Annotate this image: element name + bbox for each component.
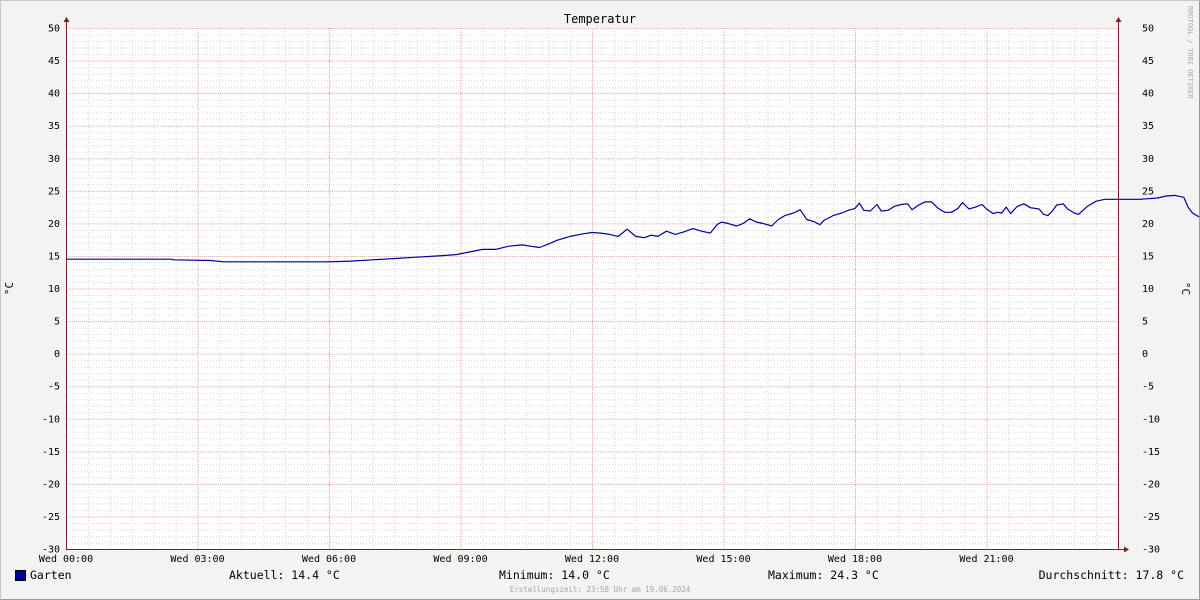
y-tick-label-right: -20 (1142, 479, 1160, 490)
y-tick-label-right: -25 (1142, 512, 1160, 523)
y-tick-label-right: 0 (1142, 349, 1148, 360)
y-tick-label-right: 5 (1142, 317, 1148, 328)
x-tick-label: Wed 00:00 (39, 554, 93, 565)
bottom-axis-arrow (1124, 546, 1129, 553)
y-tick-label-right: -10 (1142, 414, 1160, 425)
x-tick-label: Wed 06:00 (302, 554, 356, 565)
y-tick-label-right: 45 (1142, 56, 1154, 67)
y-tick-label-right: -15 (1142, 447, 1160, 458)
rrdtool-watermark: RRDTOOL / TOBI OETIKER (1186, 6, 1194, 100)
creation-time: Erstellungszeit: 23:58 Uhr am 19.06.2024 (509, 585, 691, 594)
legend-maximum: Maximum: 24.3 °C (768, 568, 879, 582)
y-tick-label-left: 40 (48, 89, 60, 100)
y-tick-label-left: 45 (48, 56, 60, 67)
y-tick-label-right: 40 (1142, 89, 1154, 100)
y-tick-label-left: -20 (42, 479, 60, 490)
y-tick-label-right: 50 (1142, 24, 1154, 35)
y-tick-label-left: 25 (48, 186, 60, 197)
y-tick-label-left: 0 (54, 349, 60, 360)
chart-title: Temperatur (564, 12, 636, 26)
legend-minimum: Minimum: 14.0 °C (499, 568, 610, 582)
x-tick-label: Wed 21:00 (959, 554, 1013, 565)
y-tick-label-left: -30 (42, 545, 60, 556)
legend-swatch (15, 570, 26, 581)
y-tick-label-right: 35 (1142, 121, 1154, 132)
x-tick-label: Wed 12:00 (565, 554, 619, 565)
y-tick-label-right: 30 (1142, 154, 1154, 165)
y-tick-label-right: -30 (1142, 545, 1160, 556)
left-axis-arrow (63, 17, 70, 22)
y-tick-label-left: 35 (48, 121, 60, 132)
y-tick-label-left: -5 (48, 382, 60, 393)
y-tick-label-left: 5 (54, 317, 60, 328)
x-tick-label: Wed 09:00 (433, 554, 487, 565)
y-tick-label-left: 20 (48, 219, 60, 230)
y-tick-label-right: 15 (1142, 251, 1154, 262)
y-tick-label-left: 15 (48, 251, 60, 262)
y-tick-label-right: 10 (1142, 284, 1154, 295)
y-tick-label-right: 20 (1142, 219, 1154, 230)
legend: Garten Aktuell: 14.4 °C Minimum: 14.0 °C… (0, 566, 1200, 584)
right-axis-arrow (1115, 17, 1122, 22)
legend-average: Durchschnitt: 17.8 °C (1038, 568, 1184, 582)
legend-current: Aktuell: 14.4 °C (229, 568, 340, 582)
x-tick-label: Wed 18:00 (828, 554, 882, 565)
y-tick-label-left: -15 (42, 447, 60, 458)
x-tick-label: Wed 15:00 (696, 554, 750, 565)
y-axis-title-left: °C (3, 282, 16, 295)
y-tick-label-left: 50 (48, 24, 60, 35)
y-tick-label-right: -5 (1142, 382, 1154, 393)
y-tick-label-left: 10 (48, 284, 60, 295)
y-tick-label-left: -10 (42, 414, 60, 425)
x-tick-label: Wed 03:00 (170, 554, 224, 565)
legend-series-name: Garten (30, 568, 72, 582)
y-axis-title-right: °C (1179, 282, 1192, 295)
y-tick-label-left: -25 (42, 512, 60, 523)
series-line-garten (66, 194, 1200, 263)
y-tick-label-left: 30 (48, 154, 60, 165)
y-tick-label-right: 25 (1142, 186, 1154, 197)
